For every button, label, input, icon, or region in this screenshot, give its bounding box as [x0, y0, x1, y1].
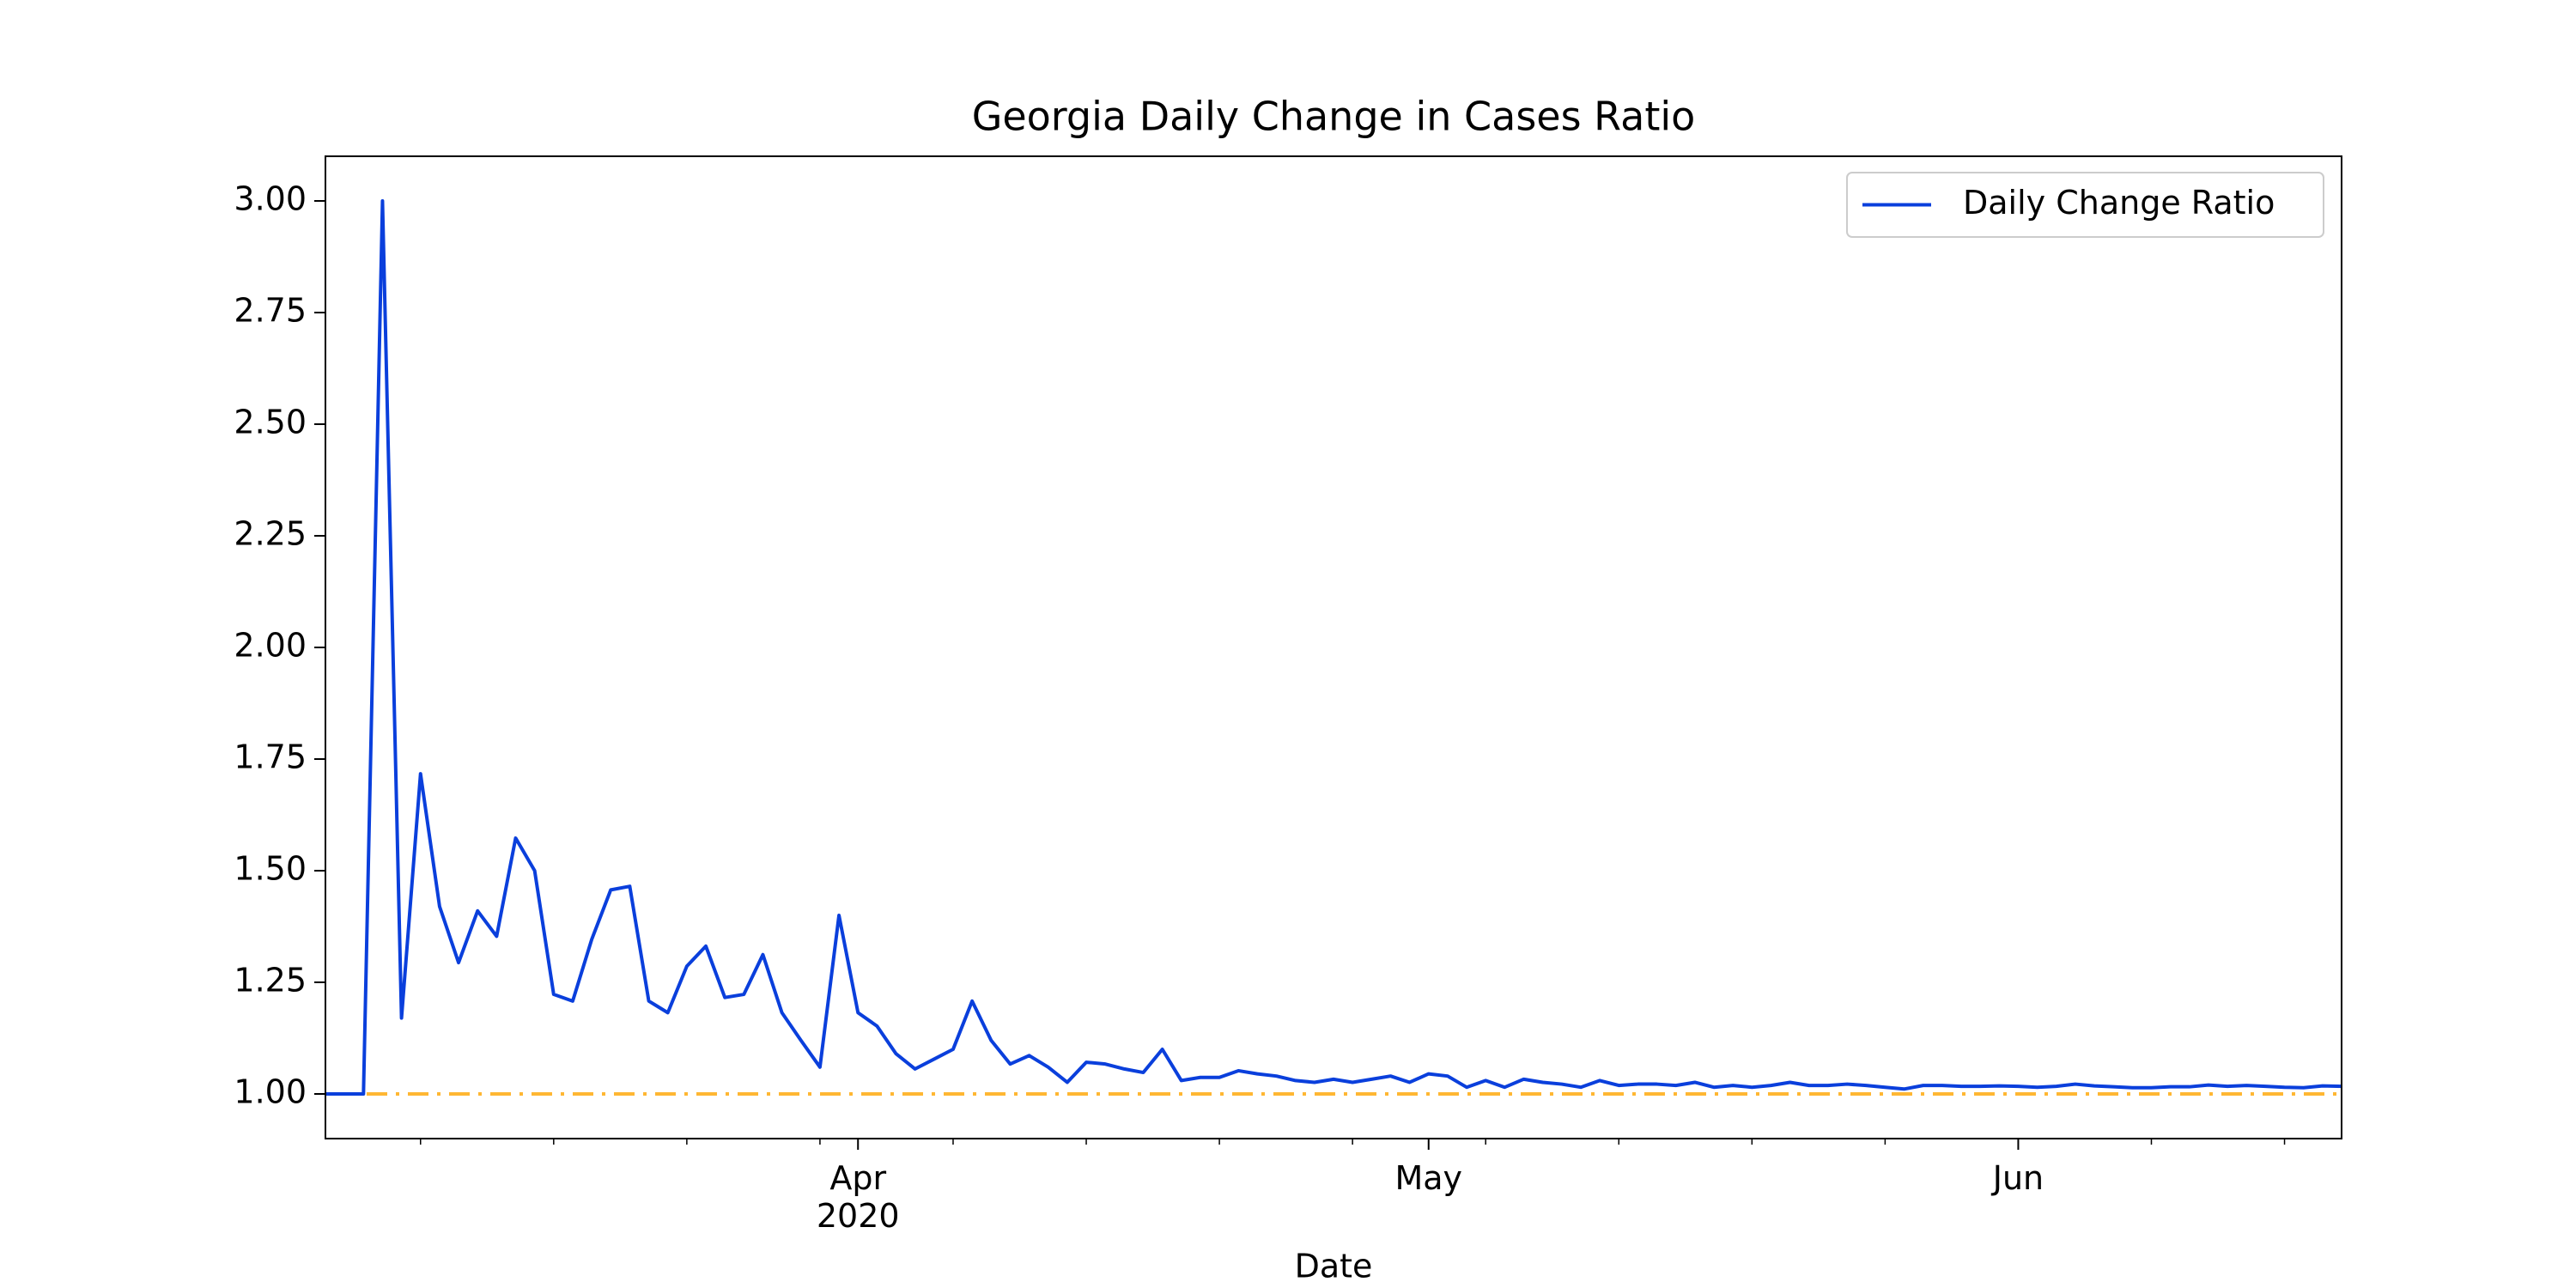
legend-label: Daily Change Ratio [1963, 184, 2275, 222]
y-tick-label: 3.00 [234, 180, 307, 218]
x-axis-label: Date [1295, 1248, 1373, 1285]
y-tick-label: 2.75 [234, 292, 307, 330]
data-line [325, 199, 2342, 1096]
y-tick-label: 1.00 [234, 1073, 307, 1111]
x-tick-label: Jun [1991, 1159, 2044, 1197]
plot-frame [325, 155, 2342, 1139]
x-tick-label: May [1394, 1159, 1462, 1197]
y-tick-label: 2.00 [234, 627, 307, 665]
x-tick-label: Apr 2020 [817, 1159, 900, 1235]
y-tick-label: 1.75 [234, 738, 307, 776]
y-tick-label: 1.50 [234, 850, 307, 888]
y-tick-label: 1.25 [234, 962, 307, 999]
chart-title: Georgia Daily Change in Cases Ratio [972, 94, 1696, 140]
legend-box [1846, 172, 2324, 238]
y-tick-label: 2.25 [234, 515, 307, 553]
y-tick-label: 2.50 [234, 404, 307, 441]
